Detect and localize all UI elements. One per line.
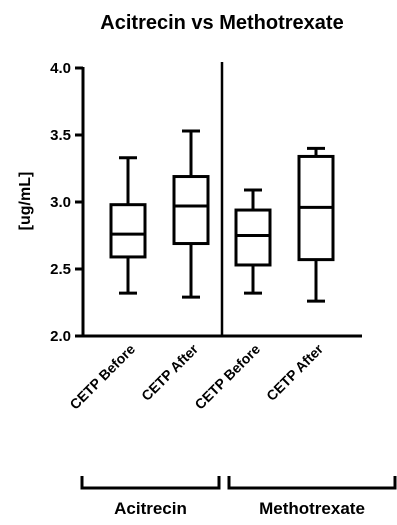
y-axis: 2.0 2.5 3.0 3.5 4.0 [50,60,362,345]
y-tick-label: 3.0 [50,194,71,211]
x-tick-label: CETP After [263,340,326,403]
group-label: Methotrexate [259,499,365,518]
iqr-box [109,203,147,259]
group-brackets: Acitrecin Methotrexate [80,476,397,518]
x-tick-label: CETP After [138,340,201,403]
group-2: Methotrexate [227,476,397,518]
y-tick-label: 2.0 [50,328,71,345]
chart-title: Acitrecin vs Methotrexate [100,12,343,34]
group-bracket [227,476,397,490]
group-bracket [80,476,221,490]
box-1 [109,156,147,295]
x-tick-label: CETP Before [191,341,263,413]
y-axis-label: [ug/mL] [17,172,34,231]
iqr-box [234,208,272,267]
group-1: Acitrecin [80,476,221,518]
box-4 [297,146,335,303]
group-label: Acitrecin [114,499,187,518]
box-2 [172,129,210,299]
y-tick-label: 4.0 [50,60,71,77]
boxes [109,129,335,303]
iqr-box [172,175,210,246]
y-tick-label: 2.5 [50,261,71,278]
x-tick-label: CETP Before [66,341,138,413]
y-tick-label: 3.5 [50,127,71,144]
box-3 [234,188,272,295]
